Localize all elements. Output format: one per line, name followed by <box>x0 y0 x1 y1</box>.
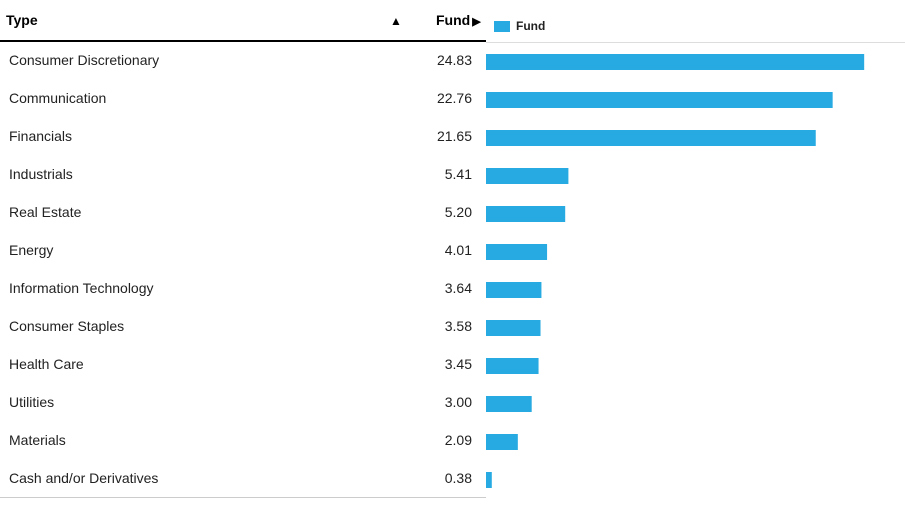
chart-legend: Fund <box>494 19 545 33</box>
table-row: Information Technology 3.64 <box>0 270 486 308</box>
bar-chart: Fund <box>486 0 905 517</box>
table-row: Industrials 5.41 <box>0 156 486 194</box>
table-header: Type ▲ Fund ▶ <box>0 0 486 42</box>
column-header-fund[interactable]: Fund ▶ <box>436 12 481 28</box>
bar-consumer-staples[interactable] <box>486 320 541 336</box>
allocation-table: Type ▲ Fund ▶ Consumer Discretionary 24.83… <box>0 0 486 498</box>
legend-label-fund: Fund <box>516 19 546 33</box>
category-label: Utilities <box>9 394 55 410</box>
category-label: Financials <box>9 128 73 144</box>
category-label: Consumer Staples <box>9 318 125 334</box>
table-row: Consumer Staples 3.58 <box>0 308 486 346</box>
category-value: 5.41 <box>444 166 472 182</box>
bar-materials[interactable] <box>486 434 518 450</box>
category-value: 3.00 <box>444 394 472 410</box>
bar-communication[interactable] <box>486 92 833 108</box>
category-value: 2.09 <box>444 432 472 448</box>
bar-chart-plot <box>486 54 865 488</box>
table-row: Cash and/or Derivatives 0.38 <box>0 460 486 498</box>
table-row: Consumer Discretionary 24.83 <box>0 42 486 80</box>
category-value: 21.65 <box>436 128 472 144</box>
category-value: 22.76 <box>436 90 472 106</box>
table-row: Health Care 3.45 <box>0 346 486 384</box>
table-body: Consumer Discretionary 24.83 Communication… <box>0 42 486 498</box>
chart-top-rule <box>486 42 905 43</box>
category-label: Communication <box>9 90 107 106</box>
category-label: Health Care <box>9 356 84 372</box>
category-label: Cash and/or Derivatives <box>9 470 159 486</box>
category-label: Consumer Discretionary <box>9 52 160 68</box>
table-row: Financials 21.65 <box>0 118 486 156</box>
category-value: 24.83 <box>436 52 472 68</box>
table-row: Real Estate 5.20 <box>0 194 486 232</box>
table-row: Communication 22.76 <box>0 80 486 118</box>
expand-right-icon[interactable]: ▶ <box>472 16 481 28</box>
table-row: Materials 2.09 <box>0 422 486 460</box>
category-value: 0.38 <box>444 470 472 486</box>
category-value: 4.01 <box>444 242 472 258</box>
category-value: 5.20 <box>444 204 472 220</box>
column-header-fund-label: Fund <box>436 12 471 28</box>
bar-information-technology[interactable] <box>486 282 542 298</box>
bar-industrials[interactable] <box>486 168 569 184</box>
category-label: Energy <box>9 242 54 258</box>
category-value: 3.45 <box>444 356 472 372</box>
table-row: Utilities 3.00 <box>0 384 486 422</box>
bar-consumer-discretionary[interactable] <box>486 54 865 70</box>
category-label: Information Technology <box>9 280 154 296</box>
table-bottom-divider <box>0 497 486 498</box>
category-value: 3.58 <box>444 318 472 334</box>
bar-financials[interactable] <box>486 130 816 146</box>
bar-energy[interactable] <box>486 244 548 260</box>
bar-utilities[interactable] <box>486 396 532 412</box>
bar-cash-and-or-derivatives[interactable] <box>486 472 492 488</box>
sort-ascending-icon[interactable]: ▲ <box>390 14 402 28</box>
bar-health-care[interactable] <box>486 358 539 374</box>
category-value: 3.64 <box>444 280 472 296</box>
bar-real-estate[interactable] <box>486 206 566 222</box>
category-label: Materials <box>9 432 66 448</box>
table-row: Energy 4.01 <box>0 232 486 270</box>
category-label: Industrials <box>9 166 73 182</box>
category-label: Real Estate <box>9 204 82 220</box>
column-header-type[interactable]: Type <box>6 12 38 28</box>
legend-swatch-fund <box>494 20 510 32</box>
